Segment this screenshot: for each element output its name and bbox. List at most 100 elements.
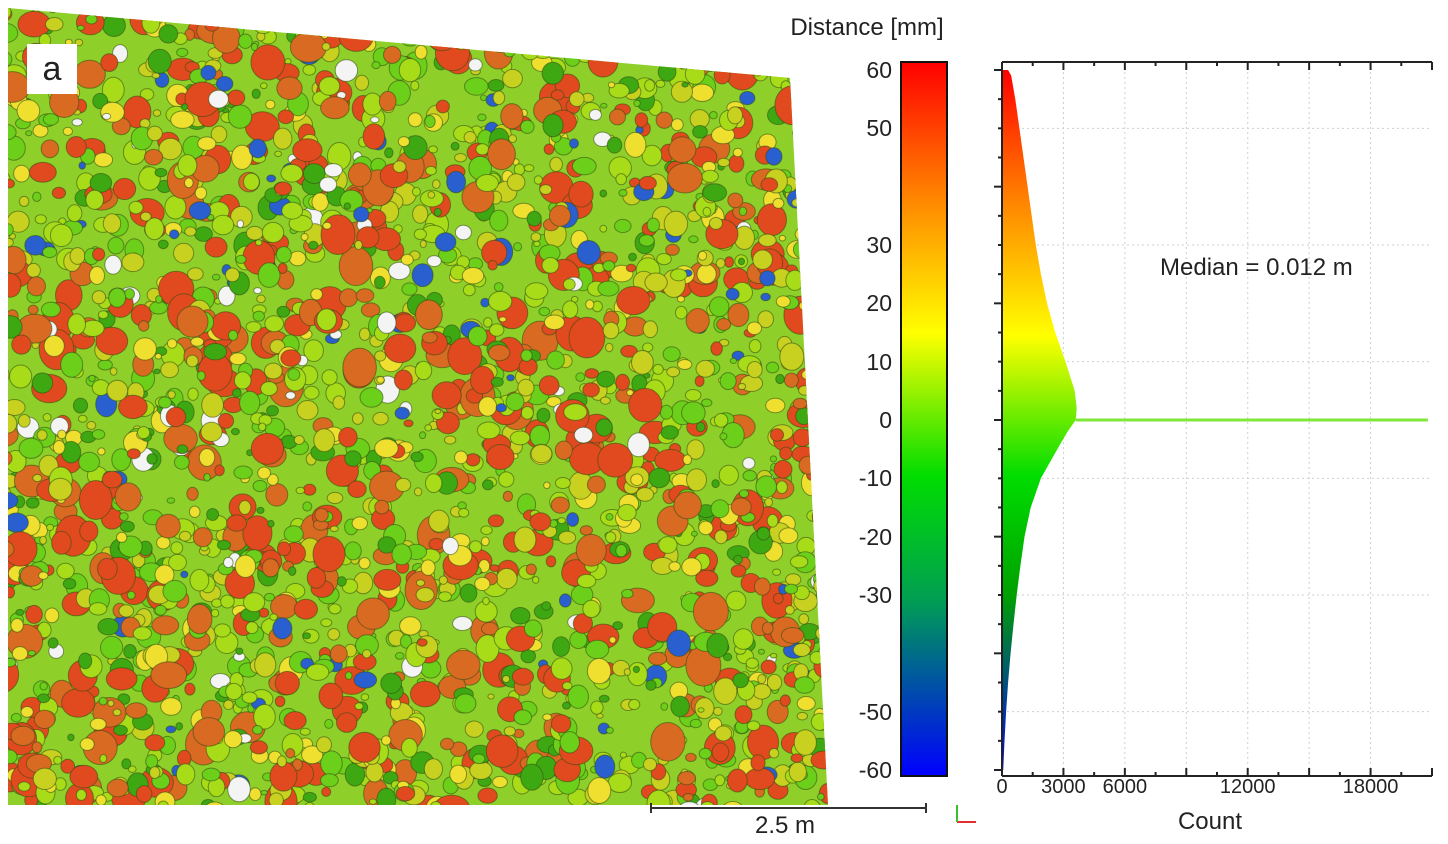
map-blob [299, 727, 311, 736]
map-blob [646, 217, 660, 233]
map-blob [274, 695, 286, 708]
map-blob [662, 346, 681, 363]
map-blob [401, 282, 418, 296]
median-annotation: Median = 0.012 m [1160, 254, 1353, 281]
map-blob [127, 765, 137, 774]
map-blob [227, 776, 251, 803]
map-blob [660, 702, 669, 711]
map-blob [628, 698, 641, 711]
map-blob [336, 712, 358, 733]
map-blob [413, 228, 427, 241]
map-blob [492, 90, 506, 106]
map-blob [541, 61, 564, 85]
map-blob [714, 529, 728, 545]
map-blob [419, 239, 427, 249]
map-blob [545, 555, 557, 568]
map-blob [732, 147, 743, 158]
map-blob [381, 735, 392, 746]
map-blob [480, 94, 487, 102]
map-blob [764, 497, 773, 508]
map-blob [716, 318, 732, 331]
map-blob [482, 479, 494, 491]
map-blob [186, 486, 199, 501]
map-blob [8, 8, 12, 19]
map-blob [368, 798, 377, 805]
map-blob [359, 387, 384, 408]
map-blob [256, 506, 265, 514]
map-blob [168, 553, 187, 572]
map-blob [576, 240, 601, 265]
map-blob [266, 405, 279, 417]
map-blob [46, 523, 54, 532]
map-blob [757, 648, 766, 655]
map-blob [600, 102, 608, 109]
map-blob [452, 616, 473, 631]
map-texture [8, 8, 828, 805]
map-blob [88, 374, 96, 383]
map-blob [718, 464, 739, 486]
map-blob [67, 733, 75, 742]
map-blob [95, 326, 129, 356]
map-blob [538, 375, 560, 396]
map-blob [250, 44, 286, 81]
colorbar-tick-label: 20 [866, 290, 892, 317]
x-axis-label: Count [1177, 808, 1243, 835]
map-blob [196, 370, 206, 381]
map-blob [236, 219, 245, 229]
map-blob [16, 99, 41, 123]
colorbar-tick-label: -50 [858, 698, 892, 725]
map-blob [393, 369, 413, 391]
map-blob [409, 680, 441, 708]
map-blob [91, 429, 106, 440]
map-blob [8, 237, 14, 248]
map-blob [189, 568, 210, 592]
map-blob [285, 391, 297, 400]
map-blob [187, 387, 199, 401]
map-blob [351, 516, 368, 531]
map-blob [765, 361, 780, 374]
map-blob [360, 693, 370, 701]
map-blob [536, 407, 551, 424]
map-blob [376, 311, 397, 334]
map-blob [623, 668, 631, 676]
map-blob [261, 221, 285, 244]
map-blob [628, 252, 637, 262]
map-blob [104, 254, 122, 275]
map-blob [624, 131, 647, 158]
map-blob [175, 722, 184, 731]
map-blob [711, 479, 720, 489]
map-blob [817, 792, 825, 801]
map-blob [62, 578, 77, 590]
map-blob [34, 214, 47, 225]
map-blob [439, 737, 455, 751]
map-blob [152, 109, 162, 117]
map-blob [532, 576, 540, 584]
map-blob [292, 758, 303, 772]
map-blob [260, 82, 268, 90]
map-blob [557, 517, 566, 525]
x-tick-label: 18000 [1342, 776, 1399, 798]
map-blob [692, 125, 708, 139]
map-blob [412, 204, 429, 224]
map-blob [411, 186, 421, 197]
map-blob [79, 520, 99, 542]
map-blob [119, 520, 135, 533]
colorbar-tick-label: 0 [879, 407, 892, 433]
map-blob [303, 339, 324, 363]
map-blob [8, 364, 10, 385]
map-blob [266, 473, 279, 486]
map-blob [158, 24, 179, 44]
map-blob [8, 749, 18, 765]
map-blob [77, 414, 88, 423]
map-blob [677, 771, 697, 786]
map-blob [8, 178, 16, 189]
colorbar-tick-label: -60 [858, 757, 892, 783]
map-blob [759, 270, 776, 287]
map-blob [447, 337, 483, 376]
colorbar-tick-label: -20 [858, 523, 892, 550]
map-blob [760, 292, 771, 302]
map-blob [482, 596, 490, 606]
map-blob [566, 512, 580, 527]
